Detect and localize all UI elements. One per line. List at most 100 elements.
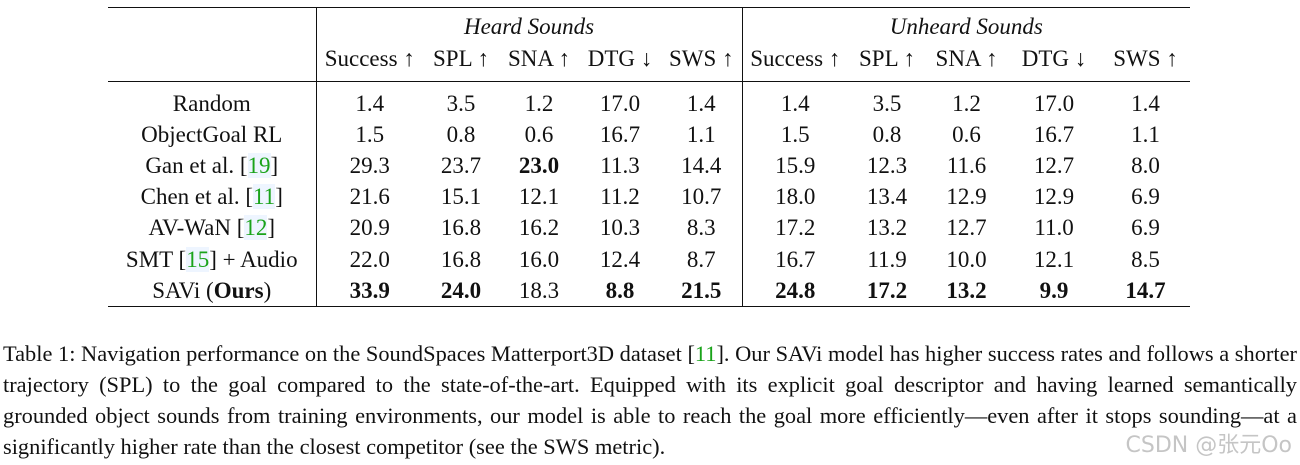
- value-cell: 1.4: [686, 90, 716, 116]
- value-cell: 14.4: [681, 152, 722, 178]
- metric-header: SNA ↑: [935, 45, 998, 71]
- metric-header: SWS ↑: [668, 45, 734, 71]
- value-cell: 21.5: [681, 277, 722, 303]
- method-name-text: ]: [270, 152, 279, 178]
- table-row: AV-WaN [12] 20.9 16.8 16.2 10.3 8.3 17.2 13.2 12…: [108, 212, 1190, 244]
- table-body: Random 1.4 3.5 1.2 17.0 1.4 1.4 3.5 1.2 17.0 1.4 Ob…: [108, 81, 1191, 307]
- method-name-text: Chen et al. [: [140, 184, 254, 210]
- value-cell: 18.0: [741, 181, 849, 213]
- value-cell: 17.2: [741, 212, 849, 244]
- value-cell: 12.7: [946, 215, 987, 241]
- citation-link[interactable]: 11: [253, 184, 276, 210]
- value-cell: 21.6: [315, 181, 423, 213]
- value-cell: 23.0: [518, 152, 560, 178]
- value-cell: 11.9: [867, 246, 907, 272]
- value-cell: 9.9: [1039, 277, 1069, 303]
- group-header-heard: Heard Sounds: [315, 7, 743, 42]
- method-name: SMT [15] + Audio: [108, 244, 316, 275]
- method-name-text: SMT [: [125, 246, 187, 272]
- value-cell: 1.2: [524, 90, 554, 116]
- value-cell: 11.3: [600, 152, 640, 178]
- method-name-text: SAVi (: [152, 277, 214, 303]
- value-cell: 17.0: [599, 90, 641, 116]
- value-cell: 12.9: [946, 184, 987, 210]
- method-name-text: Gan et al. [: [145, 152, 248, 178]
- metric-header: DTG ↓: [1021, 45, 1087, 71]
- method-name-text: ]: [267, 215, 276, 241]
- value-cell: 20.9: [315, 212, 423, 244]
- value-cell: 8.0: [1131, 152, 1160, 178]
- watermark: CSDN @张元Oo: [1125, 433, 1293, 458]
- value-cell: 18.3: [518, 277, 560, 303]
- citation-link[interactable]: 19: [247, 152, 271, 178]
- value-cell: 24.8: [741, 275, 849, 307]
- metric-header: Success ↑: [741, 42, 849, 82]
- value-cell: 6.9: [1131, 215, 1160, 241]
- value-cell: 0.6: [952, 121, 981, 147]
- value-cell: 10.0: [946, 246, 987, 272]
- value-cell: 1.2: [952, 90, 981, 116]
- method-name: ObjectGoal RL: [108, 119, 316, 150]
- value-cell: 13.2: [946, 277, 987, 303]
- table-row: Chen et al. [11] 21.6 15.1 12.1 11.2 10.7 18.0…: [108, 181, 1190, 213]
- metric-header-row: Success ↑ SPL ↑ SNA ↑ DTG ↓ SWS ↑ Success ↑ SP…: [108, 42, 1191, 82]
- value-cell: 16.7: [599, 121, 641, 147]
- citation-link[interactable]: 15: [186, 246, 210, 272]
- method-name-text: AV-WaN [: [148, 215, 245, 241]
- value-cell: 16.2: [518, 215, 560, 241]
- results-table-container: Heard Sounds Unheard Sounds Success ↑ SPL…: [108, 7, 1191, 307]
- value-cell: 0.8: [446, 121, 476, 147]
- value-cell: 6.9: [1131, 184, 1160, 210]
- method-name-text: ObjectGoal RL: [141, 121, 283, 147]
- method-name: SAVi (Ours): [108, 275, 316, 307]
- metric-header: DTG ↓: [587, 45, 653, 71]
- value-cell: 11.0: [1034, 215, 1074, 241]
- group-header-unheard: Unheard Sounds: [741, 7, 1191, 42]
- value-cell: 12.3: [866, 152, 908, 178]
- method-name: AV-WaN [12]: [108, 213, 316, 244]
- value-cell: 14.7: [1125, 277, 1166, 303]
- method-name-text: Random: [172, 90, 251, 116]
- caption-prefix: Table 1: Navigation performance on the S…: [3, 341, 695, 366]
- metric-header: SPL ↑: [432, 45, 490, 71]
- method-name-bold: Ours: [213, 277, 264, 303]
- value-cell: 10.7: [681, 184, 722, 210]
- value-cell: 1.5: [741, 119, 849, 151]
- value-cell: 11.2: [600, 184, 640, 210]
- table-row: Random 1.4 3.5 1.2 17.0 1.4 1.4 3.5 1.2 17.0 1.4: [108, 81, 1190, 120]
- table-row: ObjectGoal RL 1.5 0.8 0.6 16.7 1.1 1.5 0.8 0.6 16…: [108, 119, 1190, 151]
- value-cell: 15.9: [741, 150, 849, 182]
- value-cell: 8.7: [686, 246, 716, 272]
- value-cell: 1.4: [315, 81, 423, 120]
- value-cell: 33.9: [315, 275, 423, 307]
- value-cell: 12.9: [1033, 184, 1075, 210]
- value-cell: 29.3: [315, 150, 423, 182]
- value-cell: 0.8: [872, 121, 902, 147]
- value-cell: 11.6: [946, 152, 987, 178]
- value-cell: 12.1: [518, 184, 560, 210]
- method-name-text: ]: [275, 184, 283, 210]
- value-cell: 13.2: [866, 215, 908, 241]
- table-row: SMT [15] + Audio 22.0 16.8 16.0 12.4 8.7 16.7 1…: [108, 243, 1190, 276]
- metric-header: SWS ↑: [1113, 45, 1178, 71]
- metric-header: SPL ↑: [859, 45, 916, 71]
- value-cell: 12.4: [599, 246, 641, 272]
- metric-header: Success ↑: [315, 42, 423, 82]
- value-cell: 1.1: [686, 121, 716, 147]
- value-cell: 12.1: [1033, 246, 1075, 272]
- value-cell: 23.7: [440, 152, 482, 178]
- value-cell: 22.0: [315, 243, 423, 276]
- value-cell: 15.1: [440, 184, 482, 210]
- value-cell: 1.4: [1131, 90, 1160, 116]
- value-cell: 10.3: [599, 215, 641, 241]
- method-name-text: ] + Audio: [209, 246, 298, 272]
- value-cell: 16.7: [741, 243, 849, 276]
- value-cell: 12.7: [1033, 152, 1075, 178]
- value-cell: 16.7: [1033, 121, 1075, 147]
- method-name: Gan et al. [19]: [108, 150, 316, 181]
- table-row: SAVi (Ours) 33.9 24.0 18.3 8.8 21.5 24.8 17.2 13…: [108, 275, 1190, 307]
- value-cell: 1.1: [1131, 121, 1160, 147]
- caption-citation-link[interactable]: 11: [694, 341, 717, 366]
- citation-link[interactable]: 12: [244, 215, 268, 241]
- value-cell: 16.8: [440, 215, 482, 241]
